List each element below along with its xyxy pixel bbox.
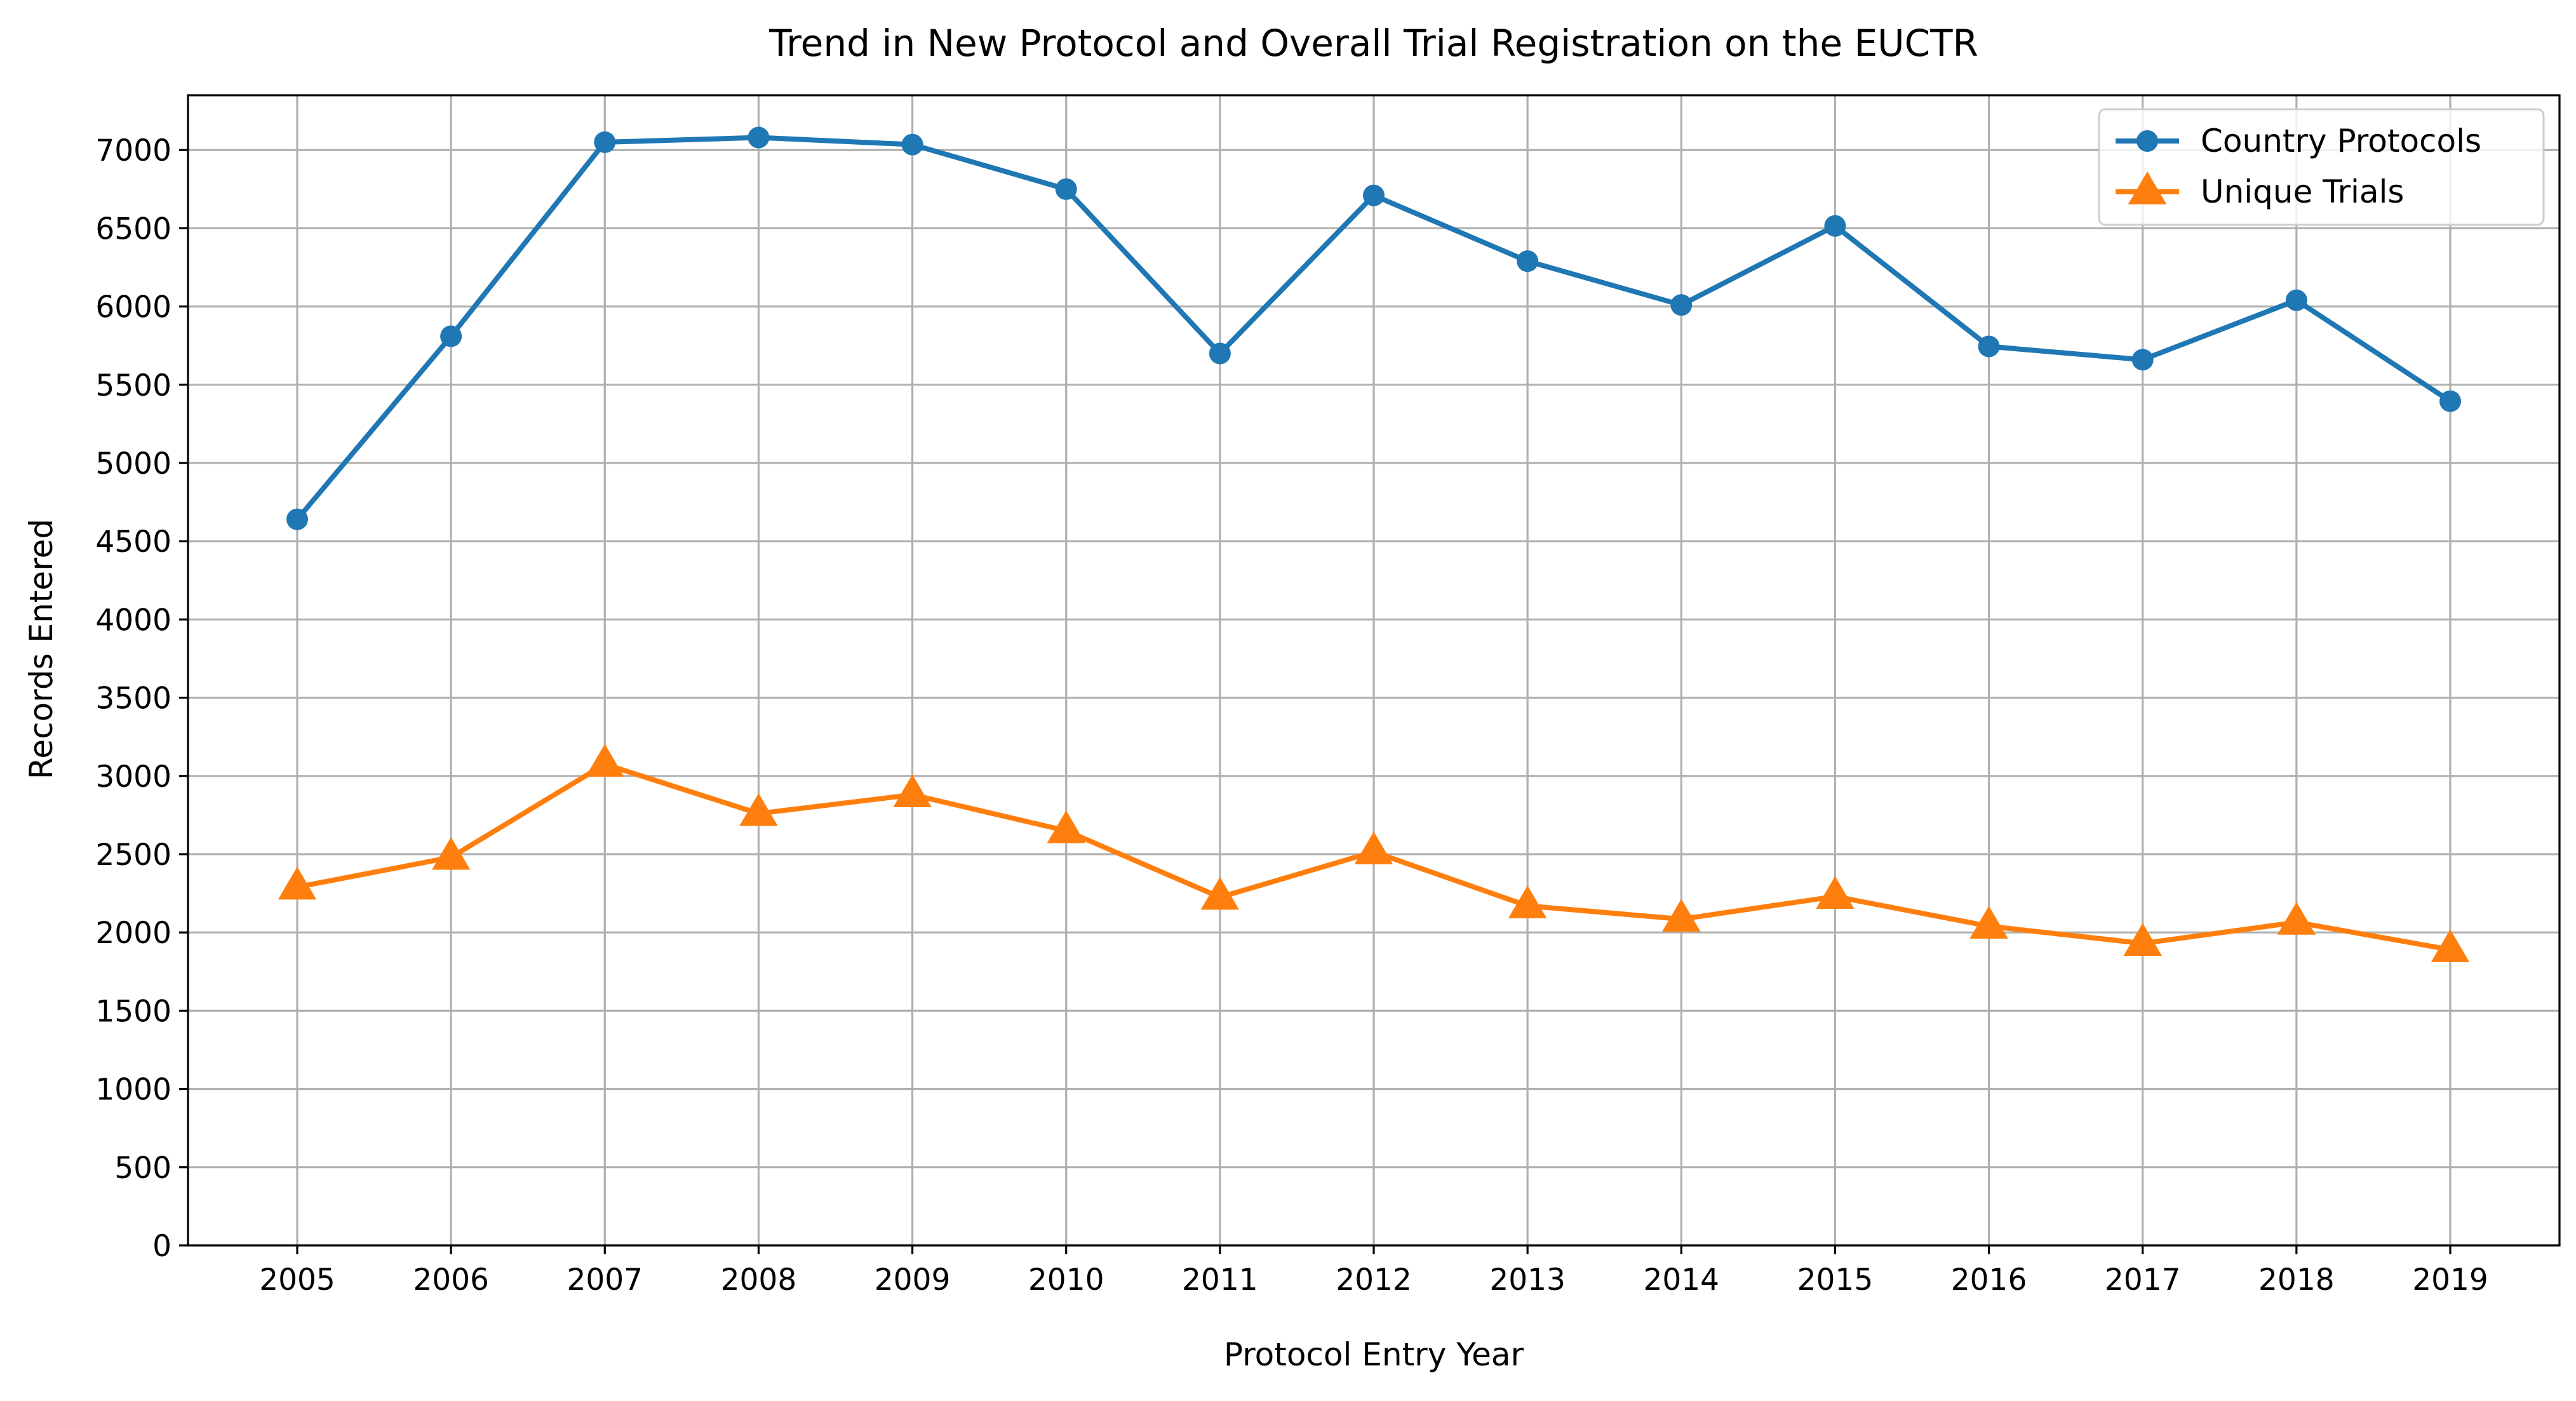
x-tick-label: 2016 [1951,1263,2027,1297]
y-tick-label: 4000 [95,603,171,638]
y-tick-label: 500 [114,1151,171,1186]
y-tick-label: 4500 [95,525,171,560]
y-tick-label: 3500 [95,681,171,716]
circle-data-point [2439,390,2461,412]
y-tick-label: 1000 [95,1073,171,1108]
x-tick-label: 2015 [1797,1263,1874,1297]
y-tick-label: 6000 [95,290,171,325]
triangle-data-point [1354,831,1393,864]
circle-data-point [2285,289,2307,311]
x-tick-label: 2017 [2105,1263,2181,1297]
triangle-data-point [2277,902,2316,935]
triangle-data-point [2123,923,2162,956]
triangle-data-point [2431,929,2470,962]
triangle-data-point [1200,876,1240,910]
x-tick-label: 2009 [875,1263,951,1297]
circle-data-point [901,133,923,156]
y-tick-label: 2000 [95,916,171,951]
legend: Country Protocols Unique Trials [2098,108,2545,226]
axis-ticks: 0 500 1000 1500 2000 2500 3000 3500 4000 4500 5000… [95,133,2488,1297]
circle-data-point [440,325,462,347]
x-tick-label: 2010 [1028,1263,1104,1297]
x-tick-label: 2013 [1489,1263,1566,1297]
y-tick-label: 1500 [95,994,171,1029]
circle-data-point [2131,349,2154,371]
circle-data-point [1517,250,1539,272]
y-tick-label: 5000 [95,446,171,481]
x-tick-label: 2014 [1643,1263,1719,1297]
y-tick-label: 3000 [95,760,171,794]
triangle-data-point [1662,899,1701,932]
circle-data-point [594,131,616,153]
plot-area-frame [187,94,2561,1247]
x-tick-label: 2007 [567,1263,643,1297]
circle-data-point [1824,215,1846,237]
x-tick-label: 2008 [721,1263,797,1297]
circle-data-point [1670,294,1693,316]
y-axis-label: Records Entered [23,519,60,779]
y-tick-label: 6500 [95,211,171,246]
triangle-data-point [893,774,932,807]
triangle-data-point [1047,810,1085,843]
legend-label: Unique Trials [2201,173,2404,210]
x-axis-label: Protocol Entry Year [1224,1336,1524,1373]
x-tick-label: 2006 [413,1263,489,1297]
circle-data-point [1978,335,2000,358]
triangle-data-point [1816,876,1855,909]
legend-label: Country Protocols [2201,123,2481,159]
series-country-protocols [286,126,2461,530]
triangle-data-point [1508,885,1547,918]
y-tick-label: 0 [152,1229,171,1264]
y-tick-label: 2500 [95,838,171,873]
x-tick-label: 2005 [259,1263,335,1297]
x-tick-label: 2018 [2258,1263,2335,1297]
data-series [278,126,2470,962]
triangle-data-point [739,793,778,826]
triangle-data-point [1969,906,2008,939]
legend-circle-marker [2137,130,2158,152]
circle-data-point [1363,184,1385,206]
x-tick-label: 2019 [2412,1263,2488,1297]
legend-box [2098,108,2545,226]
triangle-data-point [431,836,471,870]
circle-data-point [748,126,770,149]
triangle-data-point [278,866,317,900]
y-tick-label: 7000 [95,133,171,168]
circle-data-point [286,508,308,530]
chart-title: Trend in New Protocol and Overall Trial … [768,22,1978,65]
triangle-data-point [586,744,624,777]
legend-item: Unique Trials [2116,171,2404,210]
series-unique-trials [278,744,2470,962]
circle-data-point [1209,342,1231,365]
grid-lines [188,95,2559,1247]
circle-data-point [1055,178,1077,200]
x-tick-label: 2012 [1336,1263,1412,1297]
y-tick-label: 5500 [95,368,171,403]
legend-item: Country Protocols [2116,123,2481,159]
x-tick-label: 2011 [1182,1263,1258,1297]
legend-triangle-marker [2128,171,2167,204]
